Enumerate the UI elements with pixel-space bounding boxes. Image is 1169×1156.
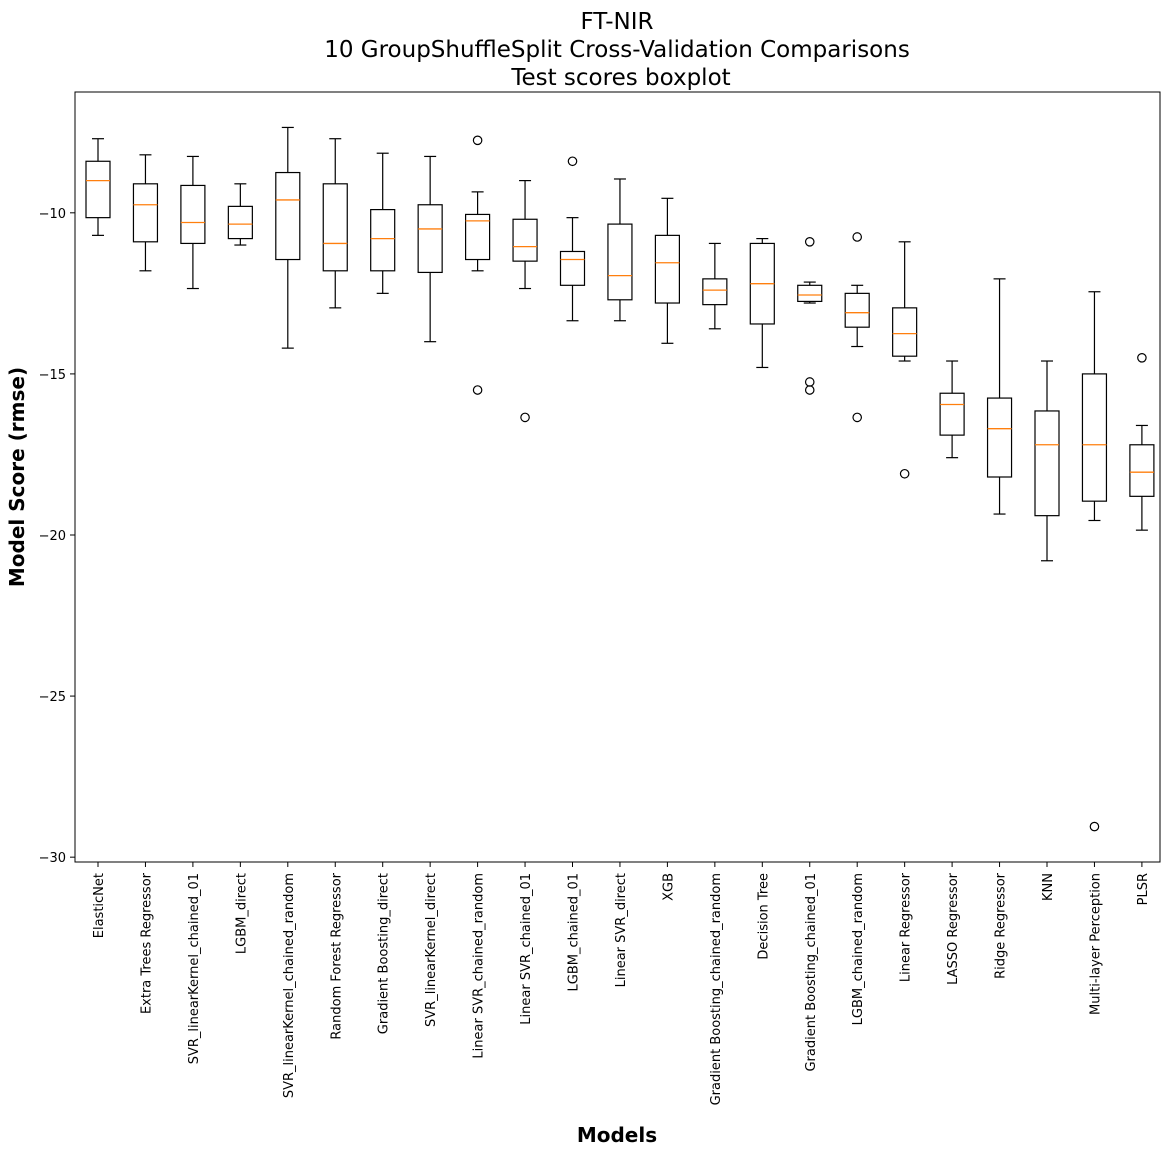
box-23 — [1129, 352, 1155, 531]
x-tick-label: XGB — [661, 873, 676, 901]
outlier-point — [899, 468, 910, 479]
x-tick-label: Random Forest Regressor — [329, 872, 344, 1039]
iqr-box — [986, 397, 1013, 478]
outlier-point — [1089, 821, 1100, 832]
x-tick-label: Decision Tree — [756, 873, 771, 960]
x-tick-label: Linear Regressor — [899, 872, 914, 982]
iqr-box — [892, 307, 918, 357]
x-tick-label: LGBM_chained_01 — [567, 873, 582, 991]
outlier-point — [567, 156, 578, 167]
plot-area — [85, 126, 1155, 832]
iqr-box — [1129, 444, 1155, 497]
iqr-box — [844, 292, 870, 328]
outlier-point — [804, 237, 815, 247]
box-18 — [892, 241, 918, 479]
x-tick-label: Gradient Boosting_chained_random — [709, 873, 724, 1105]
x-tick-label: LGBM_chained_random — [851, 873, 866, 1025]
x-tick-label: Linear SVR_chained_random — [472, 873, 487, 1059]
box-6 — [322, 138, 348, 309]
outlier-point — [852, 232, 862, 242]
box-15 — [749, 237, 775, 369]
iqr-box — [275, 171, 301, 261]
box-16 — [797, 237, 823, 395]
box-22 — [1081, 291, 1108, 832]
y-axis: −10 −15 −20 −25 −30 — [39, 207, 75, 866]
iqr-box — [227, 205, 253, 240]
iqr-box — [559, 250, 586, 286]
x-tick-label: Multi-layer Perception — [1088, 873, 1103, 1015]
box-17 — [844, 232, 870, 423]
outlier-point — [520, 412, 530, 423]
outlier-point — [804, 377, 815, 387]
outlier-point — [804, 385, 815, 395]
x-tick-label: PLSR — [1136, 873, 1151, 905]
box-7 — [370, 152, 396, 294]
iqr-box — [1081, 373, 1108, 502]
box-2 — [132, 154, 159, 272]
outlier-point — [472, 135, 483, 146]
iqr-box — [654, 234, 681, 304]
box-11 — [559, 156, 586, 322]
box-19 — [939, 360, 965, 459]
outlier-point — [852, 412, 862, 423]
y-tick-label: −10 — [39, 207, 66, 222]
plot-frame — [74, 91, 1161, 863]
x-tick-label: KNN — [1041, 873, 1056, 901]
x-tick-label: SVR_linearKernel_direct — [424, 873, 439, 1027]
box-5 — [275, 126, 301, 349]
y-tick-label: −30 — [39, 851, 66, 866]
box-14 — [702, 242, 728, 330]
iqr-box — [1034, 410, 1060, 517]
y-tick-label: −15 — [39, 368, 66, 383]
box-10 — [512, 179, 538, 423]
iqr-box — [465, 213, 491, 261]
outlier-point — [472, 385, 483, 395]
y-axis-label: Model Score (rmse) — [5, 367, 29, 587]
x-tick-label: Gradient Boosting_direct — [377, 873, 392, 1034]
chart-title-line-2: 10 GroupShuffleSplit Cross-Validation Co… — [324, 37, 910, 63]
box-1 — [85, 138, 111, 236]
chart-title-line-1: FT-NIR — [580, 9, 653, 35]
iqr-box — [180, 184, 206, 245]
iqr-box — [85, 160, 111, 219]
box-12 — [607, 178, 633, 322]
x-tick-label: SVR_linearKernel_chained_01 — [187, 873, 202, 1064]
iqr-box — [939, 392, 965, 436]
x-tick-label: SVR_linearKernel_chained_random — [282, 873, 297, 1098]
x-axis: ElasticNet Extra Trees Regressor SVR_linea… — [92, 862, 1151, 1105]
x-tick-label: Ridge Regressor — [994, 872, 1009, 979]
box-9 — [465, 135, 491, 395]
iqr-box — [417, 204, 443, 274]
iqr-box — [322, 183, 348, 272]
box-13 — [654, 197, 681, 344]
iqr-box — [370, 208, 396, 272]
iqr-box — [132, 183, 159, 243]
x-tick-label: Extra Trees Regressor — [139, 872, 154, 1014]
x-tick-label: Linear SVR_direct — [614, 873, 629, 987]
x-tick-label: Gradient Boosting_chained_01 — [804, 873, 819, 1072]
iqr-box — [797, 284, 823, 303]
iqr-box — [702, 278, 728, 306]
x-tick-label: Linear SVR_chained_01 — [519, 873, 534, 1025]
iqr-box — [607, 223, 633, 301]
box-8 — [417, 155, 443, 343]
x-tick-label: LGBM_direct — [234, 873, 249, 954]
x-axis-label: Models — [577, 1123, 657, 1147]
y-tick-label: −25 — [39, 690, 66, 705]
y-tick-label: −20 — [39, 529, 66, 544]
x-tick-label: LASSO Regressor — [946, 872, 961, 985]
box-3 — [180, 155, 206, 290]
x-tick-label: ElasticNet — [92, 873, 107, 938]
chart-title-line-3: Test scores boxplot — [510, 65, 730, 91]
box-20 — [986, 278, 1013, 515]
box-21 — [1034, 360, 1060, 562]
box-4 — [227, 183, 253, 246]
iqr-box — [512, 218, 538, 262]
outlier-point — [1137, 352, 1147, 363]
